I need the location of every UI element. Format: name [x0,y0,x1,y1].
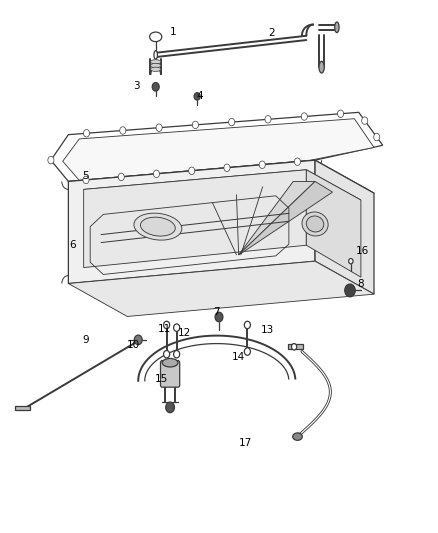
Text: 4: 4 [196,91,203,101]
Polygon shape [15,406,29,410]
Ellipse shape [302,212,328,236]
Text: 14: 14 [232,352,245,362]
Text: 2: 2 [268,28,275,38]
Circle shape [173,351,180,358]
Circle shape [224,164,230,172]
FancyBboxPatch shape [160,361,180,387]
Circle shape [118,173,124,181]
Text: 10: 10 [127,340,141,350]
Text: 17: 17 [239,438,252,448]
Polygon shape [288,344,303,350]
Circle shape [134,335,142,345]
Circle shape [362,117,368,124]
Circle shape [48,157,54,164]
Polygon shape [63,119,374,180]
Circle shape [265,116,271,123]
Ellipse shape [150,63,161,68]
Circle shape [215,312,223,322]
Circle shape [301,113,307,120]
Circle shape [153,170,159,177]
Text: 9: 9 [82,335,89,345]
Circle shape [345,284,355,297]
Polygon shape [315,160,374,294]
Polygon shape [68,261,374,317]
Circle shape [349,259,353,264]
Ellipse shape [150,67,161,71]
Ellipse shape [335,22,339,33]
Circle shape [163,351,170,358]
Circle shape [152,83,159,91]
Text: 7: 7 [213,306,220,317]
Ellipse shape [134,213,182,240]
Circle shape [338,110,344,117]
Text: 15: 15 [155,374,168,384]
Text: 8: 8 [357,279,364,288]
Ellipse shape [306,216,324,232]
Circle shape [294,158,300,165]
Polygon shape [51,112,383,181]
Circle shape [259,161,265,168]
Polygon shape [84,169,306,268]
Ellipse shape [319,61,324,73]
Circle shape [229,118,235,126]
Ellipse shape [141,217,175,236]
Circle shape [120,127,126,134]
Text: 12: 12 [177,328,191,338]
Polygon shape [68,160,315,284]
Circle shape [156,124,162,132]
Text: 16: 16 [356,246,369,255]
Text: 1: 1 [170,27,177,37]
Text: 13: 13 [261,325,274,335]
Circle shape [166,402,174,413]
Polygon shape [239,181,315,255]
Circle shape [173,324,180,332]
Circle shape [244,321,251,329]
Circle shape [244,348,251,356]
Circle shape [189,167,195,174]
Polygon shape [239,181,332,255]
Text: 5: 5 [82,171,89,181]
Circle shape [291,344,297,350]
Text: 11: 11 [158,324,171,334]
Ellipse shape [154,51,157,59]
Ellipse shape [150,60,161,64]
Circle shape [374,133,380,141]
Polygon shape [68,160,374,214]
Ellipse shape [150,32,162,42]
Polygon shape [306,169,361,277]
Circle shape [194,93,200,100]
Text: 3: 3 [133,81,139,91]
Circle shape [83,176,89,184]
Ellipse shape [293,433,302,440]
Circle shape [163,321,170,329]
Circle shape [84,130,90,137]
Polygon shape [84,169,361,220]
Ellipse shape [162,359,178,367]
Text: 6: 6 [69,240,76,250]
Circle shape [192,121,198,128]
